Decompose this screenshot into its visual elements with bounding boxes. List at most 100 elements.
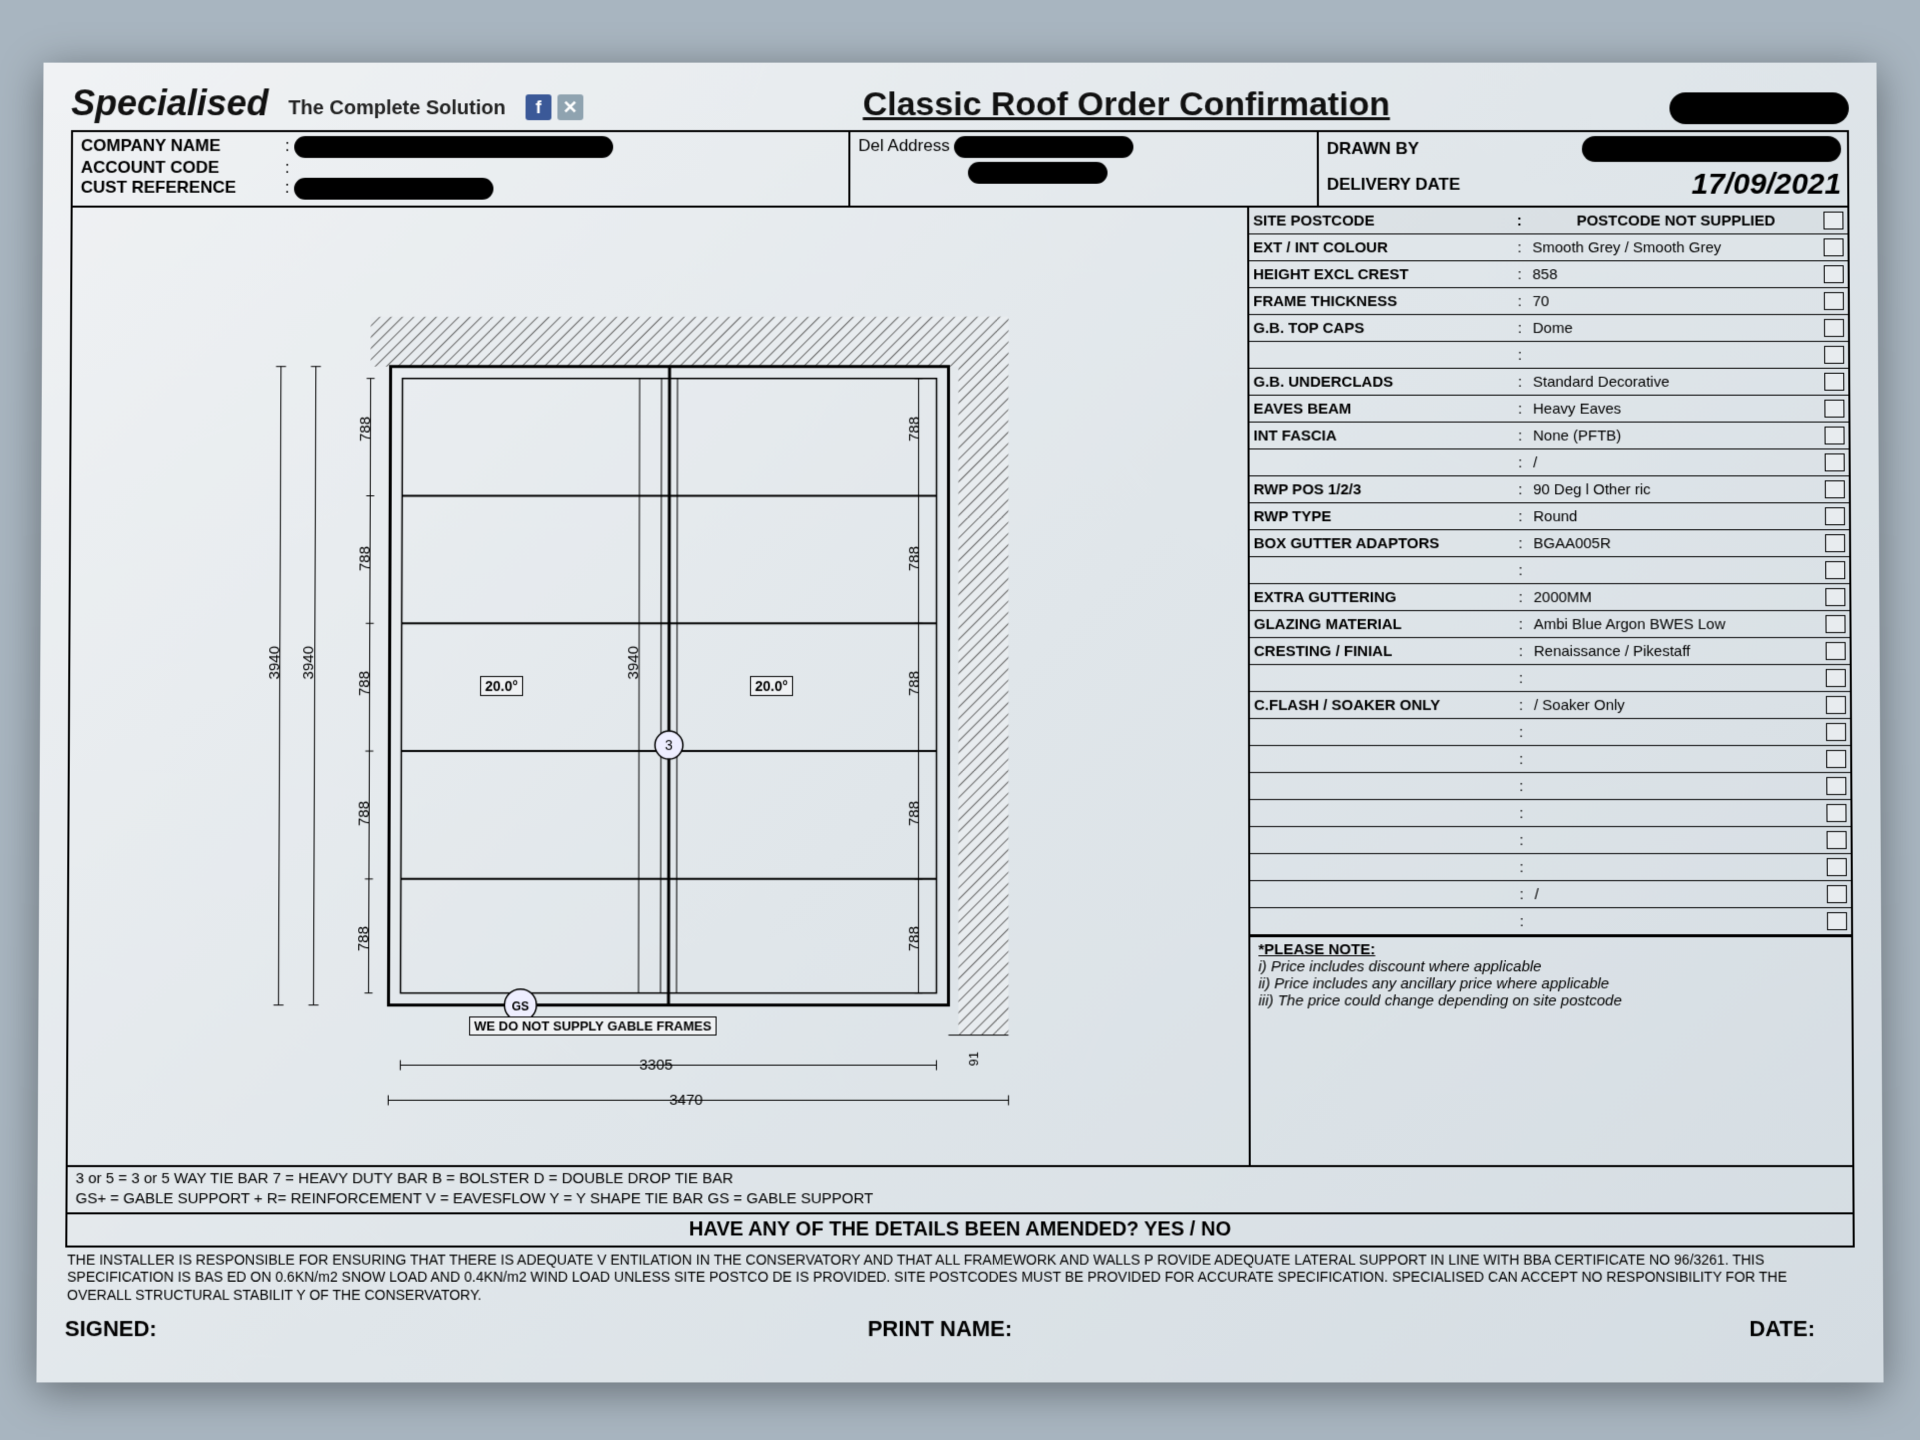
svg-text:3: 3 [665,737,673,753]
spec-value: 70 [1527,293,1820,310]
spec-row: : [1250,746,1850,773]
check-box[interactable] [1824,400,1844,418]
spec-row: : [1250,557,1850,584]
signature-row: SIGNED: PRINT NAME: DATE: [65,1308,1855,1342]
check-box[interactable] [1825,561,1845,579]
drawn-delivery-block: DRAWN BY DELIVERY DATE 17/09/2021 [1319,132,1850,206]
check-box[interactable] [1825,453,1845,471]
main-content: 3 GS [66,208,1855,1167]
redaction [294,136,613,158]
disclaimer-text: THE INSTALLER IS RESPONSIBLE FOR ENSURIN… [65,1247,1855,1308]
check-box[interactable] [1826,669,1846,687]
spec-key: SITE POSTCODE [1253,212,1512,229]
spec-value: Round [1527,508,1821,525]
redaction [968,162,1108,184]
delivery-date-label: DELIVERY DATE [1327,175,1460,195]
dim-outer-h: 3940 [266,646,283,679]
spec-row: INT FASCIA:None (PFTB) [1249,423,1848,450]
check-box[interactable] [1824,292,1844,310]
top-info-grid: COMPANY NAME : ACCOUNT CODE : CUST REFER… [71,130,1850,207]
notes-l3: iii) The price could change depending on… [1258,992,1621,1009]
check-box[interactable] [1826,696,1846,714]
dim-seg3: 788 [356,671,373,696]
drawing-area: 3 GS [68,208,1251,1165]
spec-row: :/ [1250,881,1851,908]
pitch-left: 20.0° [480,676,523,696]
spec-row: : [1250,665,1850,692]
signed-label: SIGNED: [65,1316,648,1342]
spec-key: EAVES BEAM [1253,400,1513,417]
spec-row: HEIGHT EXCL CREST:858 [1249,261,1848,288]
spec-row: RWP TYPE:Round [1250,503,1849,530]
notes-block: *PLEASE NOTE: i) Price includes discount… [1250,935,1851,1013]
spec-row: GLAZING MATERIAL:Ambi Blue Argon BWES Lo… [1250,611,1850,638]
header: Specialised The Complete Solution f ✕ Cl… [71,82,1849,124]
spec-row: CRESTING / FINIAL:Renaissance / Pikestaf… [1250,638,1850,665]
check-box[interactable] [1827,831,1847,849]
page-title: Classic Roof Order Confirmation [603,85,1649,124]
spec-row: EXT / INT COLOUR:Smooth Grey / Smooth Gr… [1249,234,1847,261]
dim-right-w: 91 [966,1052,981,1067]
check-box[interactable] [1827,885,1847,903]
notes-title: *PLEASE NOTE: [1258,941,1375,958]
check-box[interactable] [1824,319,1844,337]
check-box[interactable] [1824,373,1844,391]
dim-rseg4: 788 [906,801,923,826]
spec-key: RWP TYPE [1254,508,1514,525]
check-box[interactable] [1823,212,1843,230]
spec-key: EXT / INT COLOUR [1253,239,1512,256]
redaction [294,178,493,200]
delivery-date-value: 17/09/2021 [1691,168,1841,202]
dim-seg4: 788 [356,801,373,826]
check-box[interactable] [1826,723,1846,741]
spec-value: Smooth Grey / Smooth Grey [1526,239,1819,256]
spec-value: / [1529,886,1823,903]
check-box[interactable] [1826,777,1846,795]
check-box[interactable] [1826,750,1846,768]
spec-table: SITE POSTCODE:POSTCODE NOT SUPPLIEDEXT /… [1249,208,1852,1165]
pitch-right: 20.0° [750,676,793,696]
spec-row: : [1250,773,1850,800]
spec-row: SITE POSTCODE:POSTCODE NOT SUPPLIED [1249,208,1847,235]
check-box[interactable] [1825,427,1845,445]
check-box[interactable] [1827,912,1847,930]
check-box[interactable] [1825,480,1845,498]
spec-value: Renaissance / Pikestaff [1528,643,1822,660]
delivery-address-block: Del Address [850,132,1319,206]
check-box[interactable] [1826,642,1846,660]
spec-row: : [1250,800,1850,827]
spec-row: EXTRA GUTTERING:2000MM [1250,584,1850,611]
notes-l2: ii) Price includes any ancillary price w… [1258,975,1609,992]
spec-row: C.FLASH / SOAKER ONLY:/ Soaker Only [1250,692,1850,719]
spec-key: EXTRA GUTTERING [1254,589,1514,606]
facebook-icon: f [525,94,551,120]
spec-value: Heavy Eaves [1527,400,1821,417]
check-box[interactable] [1825,588,1845,606]
spec-row: :/ [1250,449,1849,476]
check-box[interactable] [1825,534,1845,552]
check-box[interactable] [1827,858,1847,876]
spec-row: : [1249,342,1848,369]
check-box[interactable] [1824,265,1844,283]
spec-value: BGAA005R [1527,535,1821,552]
spec-key: CRESTING / FINIAL [1254,643,1514,660]
dim-rseg1: 788 [906,417,923,442]
check-box[interactable] [1824,238,1844,256]
check-box[interactable] [1825,615,1845,633]
spec-row: BOX GUTTER ADAPTORS:BGAA005R [1250,530,1849,557]
legend-block: 3 or 5 = 3 or 5 WAY TIE BAR 7 = HEAVY DU… [65,1167,1854,1214]
spec-value: None (PFTB) [1527,427,1821,444]
spec-value: 2000MM [1528,589,1822,606]
check-box[interactable] [1825,507,1845,525]
check-box[interactable] [1824,346,1844,364]
dim-rseg3: 788 [906,671,923,696]
company-block: COMPANY NAME : ACCOUNT CODE : CUST REFER… [73,132,851,206]
drawn-by-label: DRAWN BY [1327,139,1419,159]
check-box[interactable] [1826,804,1846,822]
dim-rseg2: 788 [906,546,923,571]
company-name-label: COMPANY NAME [81,137,280,157]
spec-value: Ambi Blue Argon BWES Low [1528,616,1822,633]
spec-row: : [1250,827,1851,854]
spec-key: FRAME THICKNESS [1253,293,1512,310]
account-code-label: ACCOUNT CODE [81,158,280,178]
